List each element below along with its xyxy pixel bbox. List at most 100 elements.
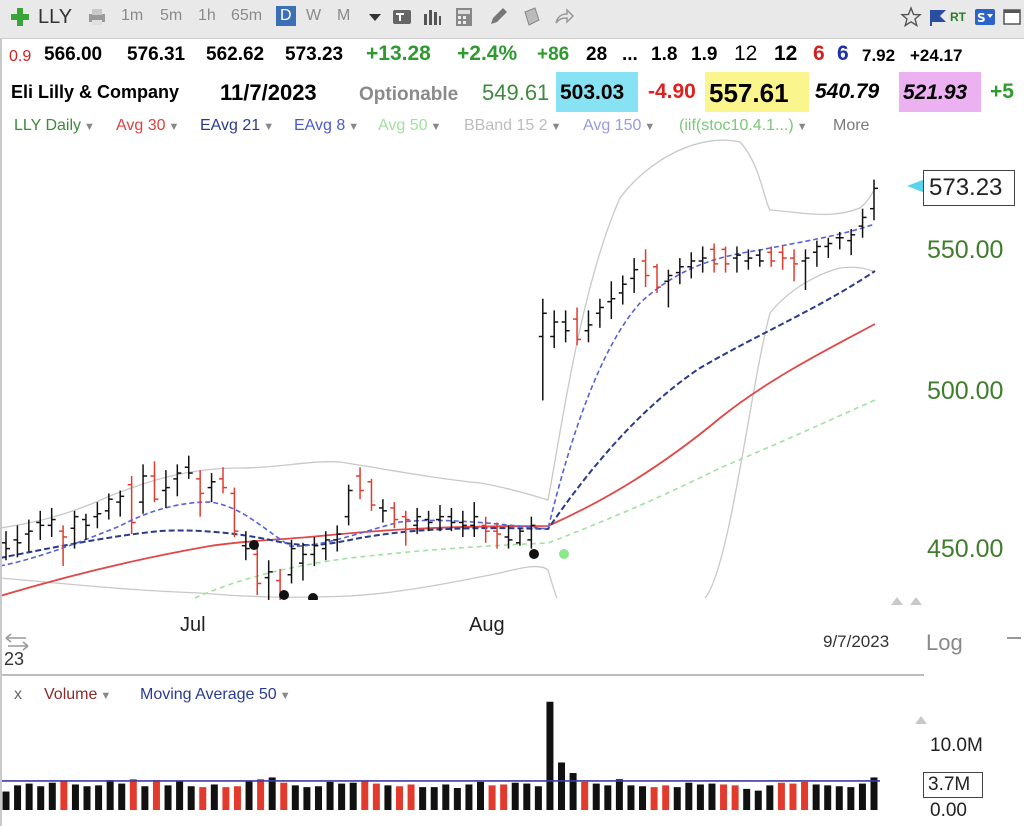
- close-panel-icon[interactable]: x: [14, 686, 22, 703]
- interval-w[interactable]: W: [306, 7, 322, 24]
- price-bar: [675, 258, 684, 285]
- volume-indicator[interactable]: Volume ▼: [44, 686, 111, 704]
- toolbar: LLY 1m 5m 1h 65m D W M RT S: [0, 0, 1024, 39]
- price-bar: [778, 246, 787, 270]
- volume-bar: [419, 787, 427, 810]
- end-date-label: 9/7/2023: [823, 632, 890, 651]
- add-symbol-icon[interactable]: [9, 6, 31, 28]
- change-value: +13.28: [366, 42, 431, 65]
- log-scale-toggle[interactable]: Log: [926, 630, 963, 655]
- print-icon[interactable]: [86, 6, 108, 28]
- pencil-icon[interactable]: [487, 6, 509, 28]
- price-bar: [13, 525, 22, 558]
- price-bar: [367, 478, 376, 511]
- indicator-avg150[interactable]: Avg 150 ▼: [583, 117, 655, 135]
- price-bar: [81, 513, 90, 540]
- chevron-down-icon: ▼: [100, 690, 112, 702]
- price-bar: [310, 536, 319, 567]
- volume-chart[interactable]: [0, 700, 925, 813]
- company-name: Eli Lilly & Company: [11, 82, 180, 102]
- volume-bar: [662, 785, 670, 810]
- dash-icon: [1007, 637, 1021, 639]
- volume-indicator-label: Volume: [44, 686, 98, 703]
- field-4: 557.61: [705, 72, 809, 112]
- calculator-icon[interactable]: [453, 6, 475, 28]
- moving-average-lines: [0, 139, 876, 599]
- indicator-eavg8[interactable]: EAvg 8 ▼: [294, 117, 359, 135]
- price-tick-500: 500.00: [927, 377, 1004, 405]
- price-bar: [504, 525, 513, 549]
- volume-bar: [696, 784, 704, 810]
- volume-bar: [129, 779, 137, 810]
- notes-icon[interactable]: [521, 6, 543, 28]
- price-bar: [618, 275, 627, 305]
- symbol-field[interactable]: LLY: [38, 6, 73, 28]
- price-bar: [161, 470, 170, 508]
- indicator-avg30[interactable]: Avg 30 ▼: [116, 117, 179, 135]
- month-aug: Aug: [469, 614, 505, 636]
- volume-bar: [777, 782, 785, 810]
- eavg21-line: [0, 270, 876, 559]
- price-bar: [493, 522, 502, 549]
- scan-icon[interactable]: S: [974, 6, 996, 28]
- interval-1h[interactable]: 1h: [198, 7, 216, 24]
- price-bar: [24, 519, 33, 552]
- price-tick-550: 550.00: [927, 236, 1004, 264]
- price-bar: [47, 507, 56, 537]
- current-volume-box: 3.7M: [923, 772, 983, 798]
- volume-bar: [835, 786, 843, 810]
- indicator-eavg21[interactable]: EAvg 21 ▼: [200, 117, 274, 135]
- open-value: 566.00: [44, 44, 103, 65]
- last-price-label: 573.23: [929, 174, 1003, 201]
- price-bar: [93, 502, 102, 529]
- more-button[interactable]: More: [833, 117, 869, 135]
- indicator-avg50[interactable]: Avg 50 ▼: [378, 117, 441, 135]
- close-value: 573.23: [285, 44, 344, 65]
- volume-bar: [731, 785, 739, 810]
- volume-bar: [650, 787, 658, 810]
- chevron-down-icon[interactable]: [364, 6, 386, 28]
- price-bar: [824, 237, 833, 259]
- interval-65m[interactable]: 65m: [231, 7, 263, 24]
- year-fragment: 23: [4, 649, 25, 669]
- price-bar: [436, 505, 444, 532]
- interval-1m[interactable]: 1m: [121, 7, 144, 24]
- chart-type-icon[interactable]: [391, 6, 413, 28]
- volume-ma-label: Moving Average 50: [140, 686, 277, 703]
- volume-bar: [488, 785, 496, 810]
- chevron-down-icon: ▼: [796, 121, 808, 133]
- volume-bar: [858, 783, 866, 810]
- interval-d[interactable]: D: [276, 6, 296, 26]
- price-bar: [241, 531, 250, 561]
- volume-bar: [465, 784, 473, 810]
- price-bar: [424, 510, 433, 532]
- price-bar: [527, 516, 536, 549]
- price-chart[interactable]: [0, 138, 925, 600]
- flag-icon[interactable]: [927, 6, 949, 28]
- indicator-bband[interactable]: BBand 15 2 ▼: [464, 117, 562, 135]
- interval-m[interactable]: M: [337, 7, 351, 24]
- volume-bar: [152, 780, 160, 810]
- volume-ma-indicator[interactable]: Moving Average 50 ▼: [140, 686, 291, 704]
- share-arrow-icon[interactable]: [553, 6, 575, 28]
- low-value: 562.62: [206, 44, 265, 65]
- volume-bar: [500, 784, 508, 810]
- star-icon[interactable]: [900, 6, 922, 28]
- resize-arrows-icon[interactable]: [4, 630, 30, 652]
- volume-bar: [407, 784, 415, 810]
- avg30-line: [0, 323, 876, 597]
- window-icon[interactable]: [1001, 6, 1023, 28]
- interval-5m[interactable]: 5m: [160, 7, 183, 24]
- indicator-stoc[interactable]: (iif(stoc10.4.1...) ▼: [679, 117, 808, 135]
- price-bar: [870, 179, 878, 221]
- realtime-icon[interactable]: RT: [950, 10, 966, 24]
- volume-bar: [291, 785, 299, 810]
- indicator-daily[interactable]: LLY Daily ▼: [14, 117, 95, 135]
- collapse-arrows-icon[interactable]: [888, 594, 928, 608]
- volume-bar: [639, 786, 647, 810]
- bar-chart-icon[interactable]: [421, 6, 443, 28]
- volume-bar: [141, 786, 149, 810]
- price-bar: [390, 502, 399, 529]
- panel-arrow-icon[interactable]: [912, 714, 932, 726]
- volume-bar: [569, 773, 577, 810]
